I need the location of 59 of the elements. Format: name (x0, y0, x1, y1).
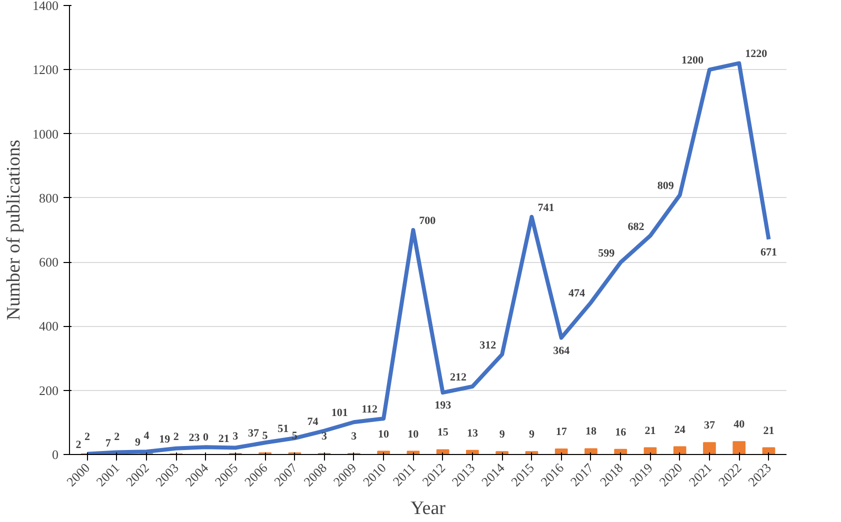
data-label: 2 (84, 430, 91, 443)
data-label: 40 (734, 418, 746, 431)
data-label: 9 (528, 428, 535, 441)
data-label: 212 (450, 372, 467, 384)
data-label: 682 (628, 220, 645, 233)
y-tick-label: 1000 (32, 126, 58, 142)
data-label: 364 (553, 344, 570, 357)
data-label: 37 (704, 420, 716, 432)
data-label: 741 (538, 202, 554, 214)
data-label: 101 (331, 407, 348, 420)
data-label: 74 (307, 416, 319, 428)
data-label: 21 (644, 424, 656, 437)
data-label: 18 (585, 426, 597, 438)
data-label: 17 (556, 426, 568, 438)
data-label: 312 (480, 339, 497, 352)
data-label: 24 (674, 424, 686, 436)
y-tick-label: 600 (39, 254, 58, 270)
data-label: 671 (760, 246, 777, 258)
data-label: 16 (615, 426, 627, 438)
data-label: 4 (144, 430, 150, 442)
x-tick-label: 2011 (390, 460, 418, 489)
y-tick-label: 0 (52, 447, 58, 462)
data-label: 9 (135, 436, 142, 449)
data-label: 2 (114, 430, 120, 443)
data-label: 51 (278, 423, 289, 436)
data-label: 21 (763, 424, 774, 437)
data-label: 10 (408, 428, 420, 440)
y-tick-label: 800 (39, 190, 58, 206)
data-label: 112 (362, 404, 378, 416)
data-label: 3 (322, 430, 328, 443)
data-label: 599 (598, 247, 616, 260)
data-label: 13 (466, 427, 478, 440)
data-label: 15 (437, 426, 449, 439)
data-label: 3 (351, 430, 358, 443)
data-label: 10 (378, 428, 390, 440)
data-label: 2 (173, 430, 180, 443)
data-label: 9 (499, 428, 506, 441)
data-label: 23 (188, 432, 200, 444)
y-tick-label: 400 (39, 318, 58, 334)
y-tick-label: 1400 (32, 0, 58, 13)
data-label: 37 (248, 428, 260, 440)
y-tick-label: 200 (39, 382, 58, 398)
data-label: 809 (657, 180, 674, 192)
y-axis-title: Number of publications (4, 140, 24, 320)
data-label: 7 (105, 437, 112, 450)
data-label: 5 (262, 430, 268, 442)
data-label: 474 (568, 287, 586, 300)
y-tick-label: 1200 (32, 62, 58, 78)
data-label: 193 (434, 400, 452, 412)
data-label: 0 (203, 432, 210, 444)
x-tick-label: 2001 (93, 460, 122, 490)
data-label: 3 (232, 430, 239, 443)
x-axis-title: Year (410, 498, 446, 520)
data-label: 21 (218, 432, 230, 445)
data-label: 1220 (745, 48, 768, 60)
data-label: 19 (159, 433, 171, 446)
data-label: 700 (419, 215, 436, 227)
data-label: 1200 (681, 54, 704, 67)
data-label: 2 (76, 438, 82, 451)
